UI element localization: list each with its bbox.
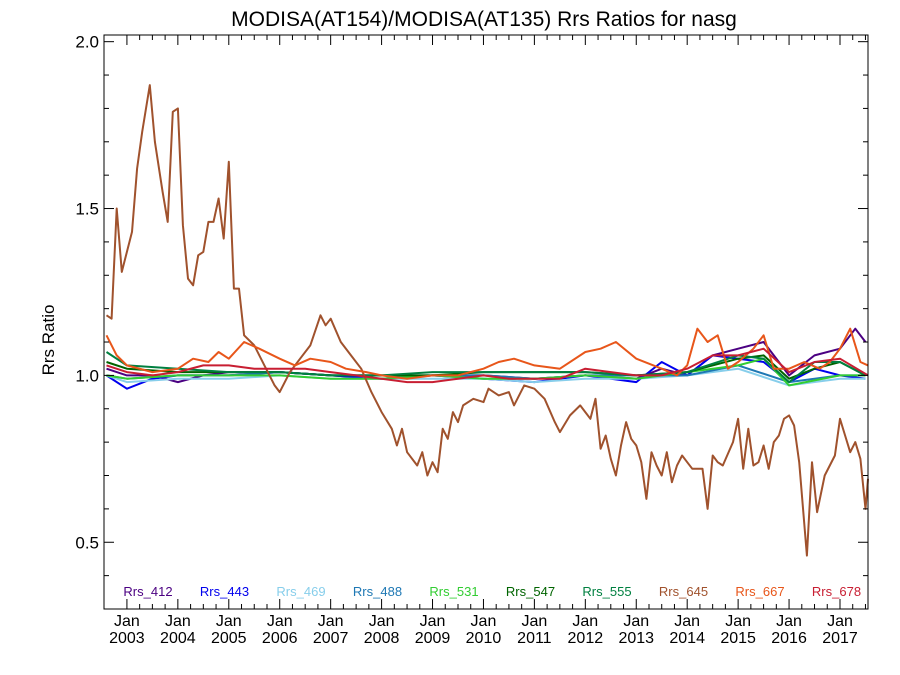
legend-item-rrs-678: Rrs_678 — [812, 584, 861, 599]
x-tick-label-year: 2010 — [466, 630, 502, 647]
legend-item-rrs-469: Rrs_469 — [276, 584, 325, 599]
x-tick-label-month: Jan — [114, 613, 140, 630]
x-tick-label-year: 2009 — [415, 630, 451, 647]
legend-item-rrs-667: Rrs_667 — [735, 584, 784, 599]
y-axis-label: Rrs Ratio — [39, 305, 58, 376]
x-tick-label-month: Jan — [267, 613, 293, 630]
x-tick-label-year: 2013 — [618, 630, 654, 647]
plot-frame — [103, 34, 869, 610]
x-tick-label-month: Jan — [165, 613, 191, 630]
legend-item-rrs-443: Rrs_443 — [200, 584, 249, 599]
x-tick-label-year: 2011 — [517, 630, 552, 647]
x-tick-label-year: 2003 — [109, 630, 145, 647]
x-tick-label-year: 2015 — [720, 630, 756, 647]
x-tick-label-month: Jan — [369, 613, 395, 630]
series-layer — [105, 84, 869, 557]
legend-item-rrs-547: Rrs_547 — [506, 584, 555, 599]
legend-item-rrs-412: Rrs_412 — [123, 584, 172, 599]
y-tick-label: 1.5 — [75, 200, 99, 219]
legend-item-rrs-555: Rrs_555 — [582, 584, 631, 599]
y-tick-label: 0.5 — [75, 533, 99, 552]
legend-item-rrs-488: Rrs_488 — [353, 584, 402, 599]
series-line-rrs-555 — [105, 351, 866, 384]
x-tick-label-year: 2008 — [364, 630, 400, 647]
legend: Rrs_412 Rrs_443 Rrs_469 Rrs_488 Rrs_531 Rrs_5… — [123, 584, 861, 599]
x-tick-label-month: Jan — [216, 613, 242, 630]
series-line-rrs-645 — [105, 84, 869, 557]
x-tick-label-month: Jan — [572, 613, 598, 630]
x-tick-label-month: Jan — [674, 613, 700, 630]
legend-item-rrs-645: Rrs_645 — [659, 584, 708, 599]
legend-item-rrs-531: Rrs_531 — [429, 584, 478, 599]
x-tick-label-month: Jan — [776, 613, 802, 630]
y-tick-label: 1.0 — [75, 366, 99, 385]
x-tick-label-month: Jan — [827, 613, 853, 630]
x-tick-label-year: 2017 — [822, 630, 858, 647]
x-tick-label-year: 2007 — [313, 630, 349, 647]
y-tick-label: 2.0 — [75, 33, 99, 52]
x-tick-label-year: 2006 — [262, 630, 298, 647]
series-line-rrs-667 — [105, 327, 869, 380]
chart-title: MODISA(AT154)/MODISA(AT135) Rrs Ratios f… — [231, 8, 737, 31]
x-tick-label-month: Jan — [521, 613, 547, 630]
x-tick-label-year: 2004 — [160, 630, 196, 647]
x-tick-label-year: 2012 — [568, 630, 604, 647]
x-tick-label-year: 2005 — [211, 630, 247, 647]
x-tick-label-month: Jan — [725, 613, 751, 630]
x-tick-label-month: Jan — [420, 613, 446, 630]
x-tick-label-month: Jan — [471, 613, 497, 630]
series-line-rrs-678 — [106, 347, 869, 384]
x-tick-label-year: 2014 — [669, 630, 705, 647]
x-tick-label-month: Jan — [623, 613, 649, 630]
x-tick-label-year: 2016 — [771, 630, 807, 647]
ticks-layer: 0.51.01.52.0Jan2003Jan2004Jan2005Jan2006… — [75, 33, 868, 647]
x-tick-label-month: Jan — [318, 613, 344, 630]
